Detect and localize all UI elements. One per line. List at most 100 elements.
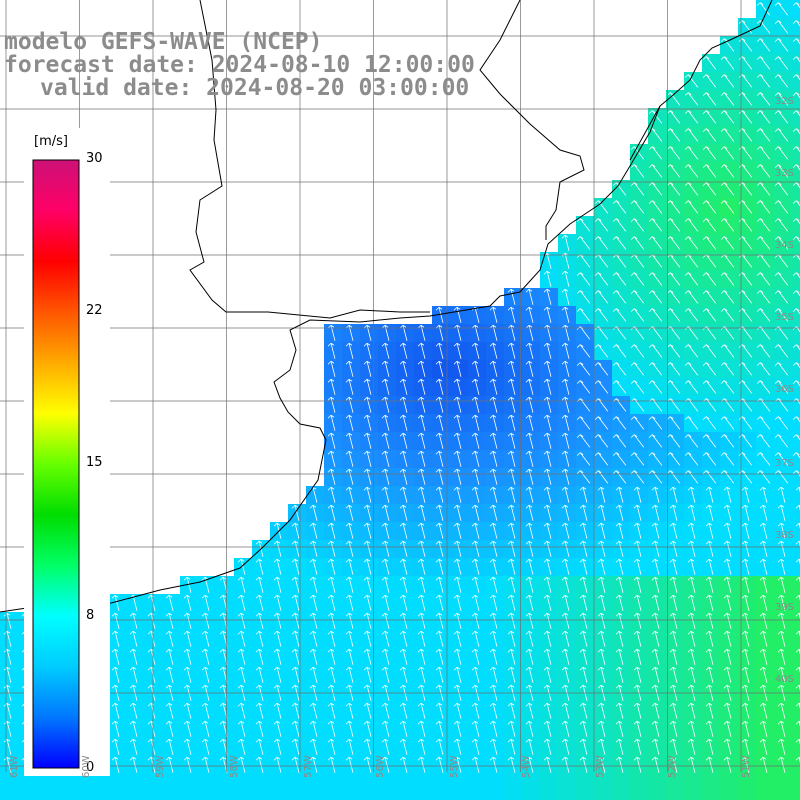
wind-arrow [741, 666, 750, 683]
wind-arrow [525, 720, 534, 737]
wind-arrow [720, 470, 735, 484]
wind-arrow [507, 468, 516, 485]
wind-arrow [597, 558, 606, 575]
wind-arrow [576, 236, 591, 250]
wind-arrow [702, 92, 717, 106]
wind-arrow [381, 432, 390, 449]
wind-arrow [720, 290, 735, 304]
wind-arrow [417, 540, 426, 557]
wind-arrow [345, 666, 354, 683]
wind-arrow [345, 756, 354, 773]
wind-arrow [648, 470, 663, 484]
wind-arrow [525, 648, 534, 665]
wind-arrow [255, 594, 264, 611]
wind-arrow [201, 612, 210, 629]
wind-arrow [702, 452, 717, 466]
wind-arrow [576, 362, 591, 376]
field-cell [144, 792, 162, 800]
wind-arrow [723, 504, 732, 521]
wind-arrow [669, 666, 678, 683]
wind-arrow [633, 612, 642, 629]
wind-arrow [507, 486, 516, 503]
wind-arrow [684, 128, 699, 142]
wind-arrow [291, 720, 300, 737]
wind-arrow [507, 540, 516, 557]
wind-arrow [381, 396, 390, 413]
wind-arrow [669, 522, 678, 539]
wind-arrow [363, 378, 372, 395]
wind-arrow [507, 702, 516, 719]
wind-arrow [594, 362, 609, 376]
field-cell [792, 288, 800, 306]
wind-arrow [363, 414, 372, 431]
wind-arrow [489, 666, 498, 683]
wind-arrow [576, 218, 591, 232]
wind-arrow [291, 666, 300, 683]
wind-arrow [291, 594, 300, 611]
wind-arrow [525, 288, 534, 305]
wind-arrow [687, 558, 696, 575]
wind-arrow [684, 416, 699, 430]
wind-arrow [759, 702, 768, 719]
wind-arrow [687, 486, 696, 503]
wind-arrow [633, 540, 642, 557]
field-cell [792, 342, 800, 360]
wind-arrow [774, 434, 789, 448]
wind-arrow [381, 720, 390, 737]
wind-arrow [633, 486, 642, 503]
wind-arrow [543, 666, 552, 683]
wind-arrow [723, 666, 732, 683]
wind-arrow [309, 720, 318, 737]
wind-arrow [435, 612, 444, 629]
field-cell [666, 774, 684, 792]
wind-arrow [183, 594, 192, 611]
wind-arrow [612, 236, 627, 250]
wind-arrow [792, 470, 800, 477]
wind-arrow [741, 756, 750, 773]
wind-arrow [792, 56, 800, 63]
wind-arrow [417, 360, 426, 377]
field-cell [792, 666, 800, 684]
wind-arrow [759, 648, 768, 665]
wind-arrow [3, 666, 12, 683]
wind-arrow [3, 648, 12, 665]
wind-arrow [435, 702, 444, 719]
wind-arrow [777, 540, 786, 557]
wind-arrow [759, 540, 768, 557]
wind-arrow [471, 378, 480, 395]
lat-label: 36S [774, 384, 794, 395]
wind-arrow [561, 612, 570, 629]
wind-arrow [111, 612, 120, 629]
wind-arrow [651, 756, 660, 773]
wind-arrow [723, 720, 732, 737]
wind-arrow [363, 342, 372, 359]
wind-arrow [345, 558, 354, 575]
wind-arrow [759, 720, 768, 737]
wind-arrow [417, 396, 426, 413]
wind-arrow [702, 290, 717, 304]
field-cell [792, 486, 800, 504]
wind-arrow [363, 540, 372, 557]
wind-arrow [561, 486, 570, 503]
wind-arrow [309, 702, 318, 719]
wind-arrow [255, 630, 264, 647]
wind-arrow [597, 576, 606, 593]
wind-arrow [720, 74, 735, 88]
wind-arrow [183, 648, 192, 665]
field-cell [540, 774, 558, 792]
wind-arrow [237, 648, 246, 665]
wind-arrow [471, 576, 480, 593]
wind-arrow [561, 558, 570, 575]
wind-arrow [471, 396, 480, 413]
wind-arrow [399, 432, 408, 449]
wind-arrow [687, 756, 696, 773]
wind-arrow [543, 288, 552, 305]
wind-arrow [561, 630, 570, 647]
wind-arrow [741, 648, 750, 665]
wind-arrow [651, 558, 660, 575]
field-cell [720, 792, 738, 800]
wind-arrow [684, 272, 699, 286]
wind-arrow [756, 38, 771, 52]
lon-label: 55W [449, 755, 460, 778]
wind-arrow [612, 470, 627, 484]
